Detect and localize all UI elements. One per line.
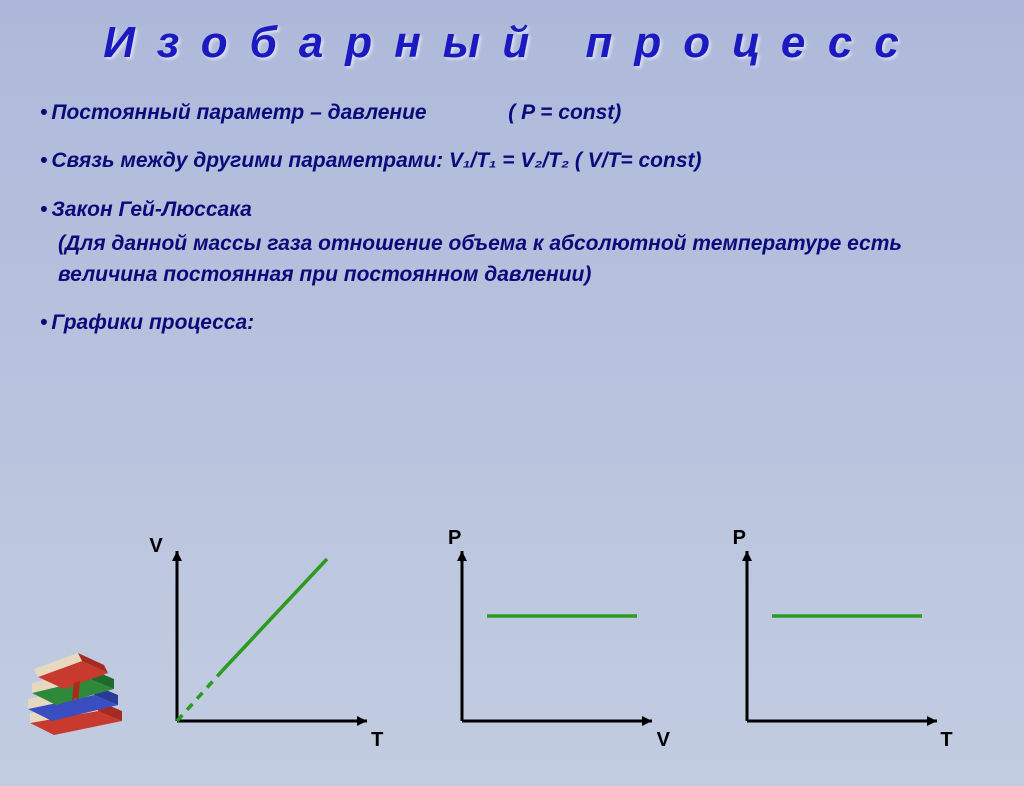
chart-svg-2 [452, 541, 662, 741]
relation-eq: V₁/T₁ = V₂/T₂ ( V/T= const) [449, 149, 702, 172]
charts-row: V T P V P T [0, 541, 1024, 746]
content-block: Постоянный параметр – давление ( P = con… [40, 98, 994, 339]
slide-title: Изобарный процесс [0, 18, 1024, 68]
chart1-y-label: V [149, 535, 162, 558]
param-line: Постоянный параметр – давление [40, 101, 427, 124]
chart-p-v: P V [452, 541, 662, 746]
books-icon [20, 631, 130, 746]
chart-svg-3 [737, 541, 947, 741]
chart2-x-label: V [657, 729, 670, 752]
chart-p-t: P T [737, 541, 947, 746]
chart3-y-label: P [733, 527, 746, 550]
relation-label: Связь между другими параметрами: [40, 149, 443, 172]
graphs-label: Графики процесса: [40, 311, 254, 334]
law-body: (Для данной массы газа отношение объема … [58, 229, 994, 290]
law-name: Закон Гей-Люссака [40, 198, 252, 221]
chart-svg-1 [167, 541, 377, 741]
chart1-x-label: T [371, 729, 383, 752]
chart-v-t: V T [167, 541, 377, 746]
chart3-x-label: T [940, 729, 952, 752]
param-eq: ( P = const) [508, 101, 621, 124]
chart2-y-label: P [448, 527, 461, 550]
